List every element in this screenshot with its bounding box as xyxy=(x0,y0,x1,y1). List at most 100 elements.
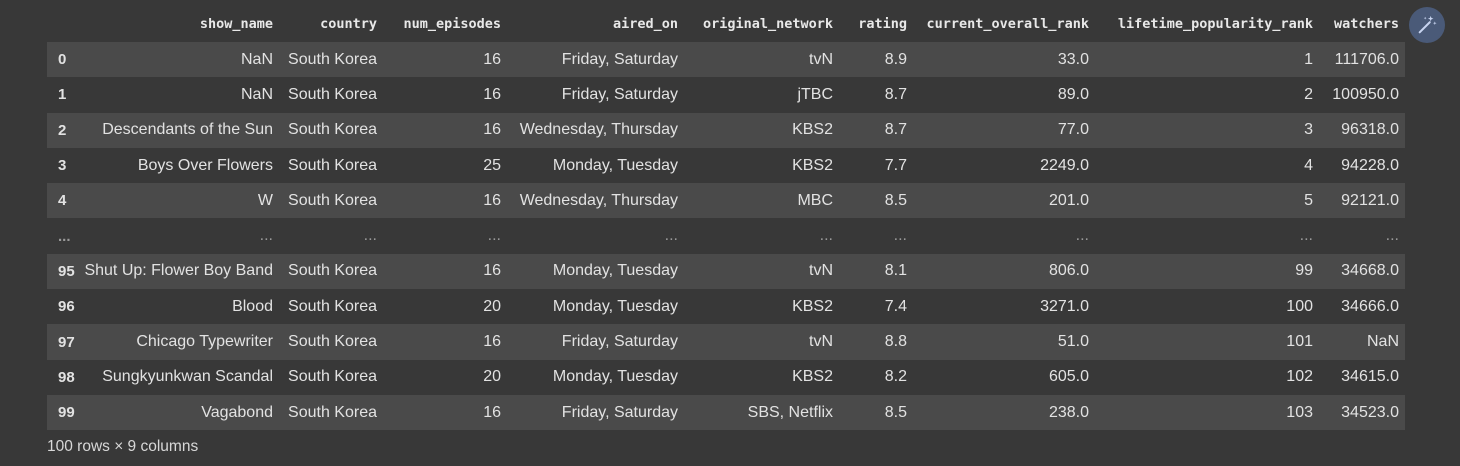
table-cell-num-episodes: ... xyxy=(487,227,501,245)
table-cell-original-network: tvN xyxy=(809,333,833,351)
table-cell-current-overall-rank: 89.0 xyxy=(1057,85,1089,103)
table-cell-watchers: 94228.0 xyxy=(1341,156,1399,174)
table-cell-current-overall-rank: 33.0 xyxy=(1057,50,1089,68)
table-cell-watchers: 111706.0 xyxy=(1334,50,1399,68)
table-cell-original-network: KBS2 xyxy=(792,368,833,386)
table-cell-num-episodes: 16 xyxy=(483,403,501,421)
column-header-rating: rating xyxy=(858,16,907,32)
row-index: ... xyxy=(58,227,71,245)
table-cell-show-name: Boys Over Flowers xyxy=(137,156,273,174)
table-cell-original-network: KBS2 xyxy=(792,121,833,139)
column-header-original-network: original_network xyxy=(702,16,833,32)
table-cell-lifetime-popularity-rank: 3 xyxy=(1304,121,1313,139)
table-cell-original-network: MBC xyxy=(797,191,833,209)
table-cell-rating: 8.2 xyxy=(884,368,907,386)
row-index: 98 xyxy=(58,368,75,386)
table-cell-lifetime-popularity-rank: 1 xyxy=(1304,50,1313,68)
column-header-watchers: watchers xyxy=(1333,16,1399,32)
magic-wand-icon xyxy=(1418,15,1437,34)
table-cell-watchers: ... xyxy=(1385,227,1399,245)
table-cell-lifetime-popularity-rank: 2 xyxy=(1304,85,1313,103)
table-cell-rating: ... xyxy=(893,227,907,245)
table-cell-show-name: NaN xyxy=(240,85,273,103)
table-cell-watchers: 100950.0 xyxy=(1332,85,1399,103)
table-cell-country: South Korea xyxy=(288,85,377,103)
table-cell-original-network: ... xyxy=(819,227,833,245)
table-cell-lifetime-popularity-rank: 101 xyxy=(1286,333,1313,351)
table-cell-rating: 7.4 xyxy=(884,297,907,315)
table-row: 98 Sungkyunkwan Scandal South Korea 20 Monda… xyxy=(47,359,1405,395)
table-cell-show-name: Descendants of the Sun xyxy=(102,121,273,139)
table-row: 0 NaN South Korea 16 Friday, Saturday tvN 8.9 3… xyxy=(47,42,1405,78)
table-cell-watchers: 96318.0 xyxy=(1341,121,1399,139)
table-cell-original-network: tvN xyxy=(809,262,833,280)
magic-wand-button[interactable] xyxy=(1409,7,1445,43)
table-cell-num-episodes: 16 xyxy=(483,85,501,103)
table-cell-original-network: SBS, Netflix xyxy=(747,403,833,421)
table-cell-watchers: 34615.0 xyxy=(1341,368,1399,386)
index-header xyxy=(47,6,83,42)
ellipsis-row: .............................. xyxy=(47,218,1405,254)
table-cell-current-overall-rank: 605.0 xyxy=(1048,368,1089,386)
table-cell-lifetime-popularity-rank: 5 xyxy=(1304,191,1313,209)
table-cell-watchers: 92121.0 xyxy=(1341,191,1399,209)
table-cell-original-network: tvN xyxy=(809,50,833,68)
row-index: 3 xyxy=(58,157,67,175)
table-cell-lifetime-popularity-rank: 99 xyxy=(1295,262,1313,280)
table-cell-watchers: 34666.0 xyxy=(1341,297,1399,315)
table-cell-watchers: NaN xyxy=(1366,333,1399,351)
column-header-num-episodes: num_episodes xyxy=(403,16,501,32)
table-cell-show-name: NaN xyxy=(240,50,273,68)
table-cell-current-overall-rank: 77.0 xyxy=(1057,121,1089,139)
table-cell-aired-on: Monday, Tuesday xyxy=(552,262,678,280)
table-row: 95 Shut Up: Flower Boy Band South Korea 16 M… xyxy=(47,253,1405,290)
table-cell-rating: 8.5 xyxy=(884,191,907,209)
row-index: 99 xyxy=(58,404,75,422)
table-cell-show-name: Sungkyunkwan Scandal xyxy=(102,368,273,386)
table-cell-lifetime-popularity-rank: ... xyxy=(1299,227,1313,245)
table-cell-aired-on: Monday, Tuesday xyxy=(552,156,678,174)
table-cell-current-overall-rank: 238.0 xyxy=(1048,403,1089,421)
table-cell-show-name: ... xyxy=(259,227,273,245)
table-cell-num-episodes: 25 xyxy=(483,156,501,174)
table-cell-num-episodes: 16 xyxy=(483,262,501,280)
table-cell-aired-on: Wednesday, Thursday xyxy=(519,121,678,139)
table-cell-rating: 8.5 xyxy=(884,403,907,421)
table-row: 99 Vagabond South Korea 16 Friday, Saturday S… xyxy=(47,394,1405,431)
table-cell-aired-on: ... xyxy=(664,227,678,245)
table-cell-show-name: Chicago Typewriter xyxy=(136,333,273,351)
table-header-row: show_name country num_episodes aired_on orig… xyxy=(47,6,1405,42)
table-cell-country: South Korea xyxy=(288,368,377,386)
table-cell-watchers: 34523.0 xyxy=(1341,403,1399,421)
row-index: 0 xyxy=(58,51,67,69)
table-cell-current-overall-rank: 806.0 xyxy=(1048,262,1089,280)
table-cell-aired-on: Monday, Tuesday xyxy=(552,297,678,315)
table-cell-num-episodes: 20 xyxy=(483,297,501,315)
column-header-aired-on: aired_on xyxy=(612,16,678,32)
row-index: 1 xyxy=(58,86,67,104)
table-cell-aired-on: Wednesday, Thursday xyxy=(519,191,678,209)
table-cell-rating: 8.8 xyxy=(884,333,907,351)
table-body: 0 NaN South Korea 16 Friday, Saturday tvN 8.9 3… xyxy=(47,42,1405,431)
table-cell-rating: 8.7 xyxy=(884,85,907,103)
table-cell-lifetime-popularity-rank: 103 xyxy=(1286,403,1313,421)
table-cell-current-overall-rank: ... xyxy=(1075,227,1089,245)
column-header-current-overall-rank: current_overall_rank xyxy=(926,16,1089,32)
table-cell-country: South Korea xyxy=(288,262,377,280)
table-cell-country: South Korea xyxy=(288,50,377,68)
table-cell-country: South Korea xyxy=(288,297,377,315)
dataframe-output: show_name country num_episodes aired_on orig… xyxy=(47,6,1405,431)
column-header-show-name: show_name xyxy=(199,16,273,32)
table-cell-current-overall-rank: 2249.0 xyxy=(1040,156,1089,174)
table-cell-num-episodes: 16 xyxy=(483,191,501,209)
table-cell-show-name: Shut Up: Flower Boy Band xyxy=(84,262,273,280)
table-cell-aired-on: Friday, Saturday xyxy=(561,50,678,68)
table-cell-show-name: Blood xyxy=(232,297,273,315)
table-row: 1 NaN South Korea 16 Friday, Saturday jTBC 8.7… xyxy=(47,77,1405,113)
table-cell-aired-on: Friday, Saturday xyxy=(561,333,678,351)
table-cell-num-episodes: 16 xyxy=(483,121,501,139)
dataframe-table: show_name country num_episodes aired_on orig… xyxy=(47,6,1405,431)
table-cell-country: South Korea xyxy=(288,333,377,351)
column-header-country: country xyxy=(320,16,377,32)
row-index: 97 xyxy=(58,333,75,351)
